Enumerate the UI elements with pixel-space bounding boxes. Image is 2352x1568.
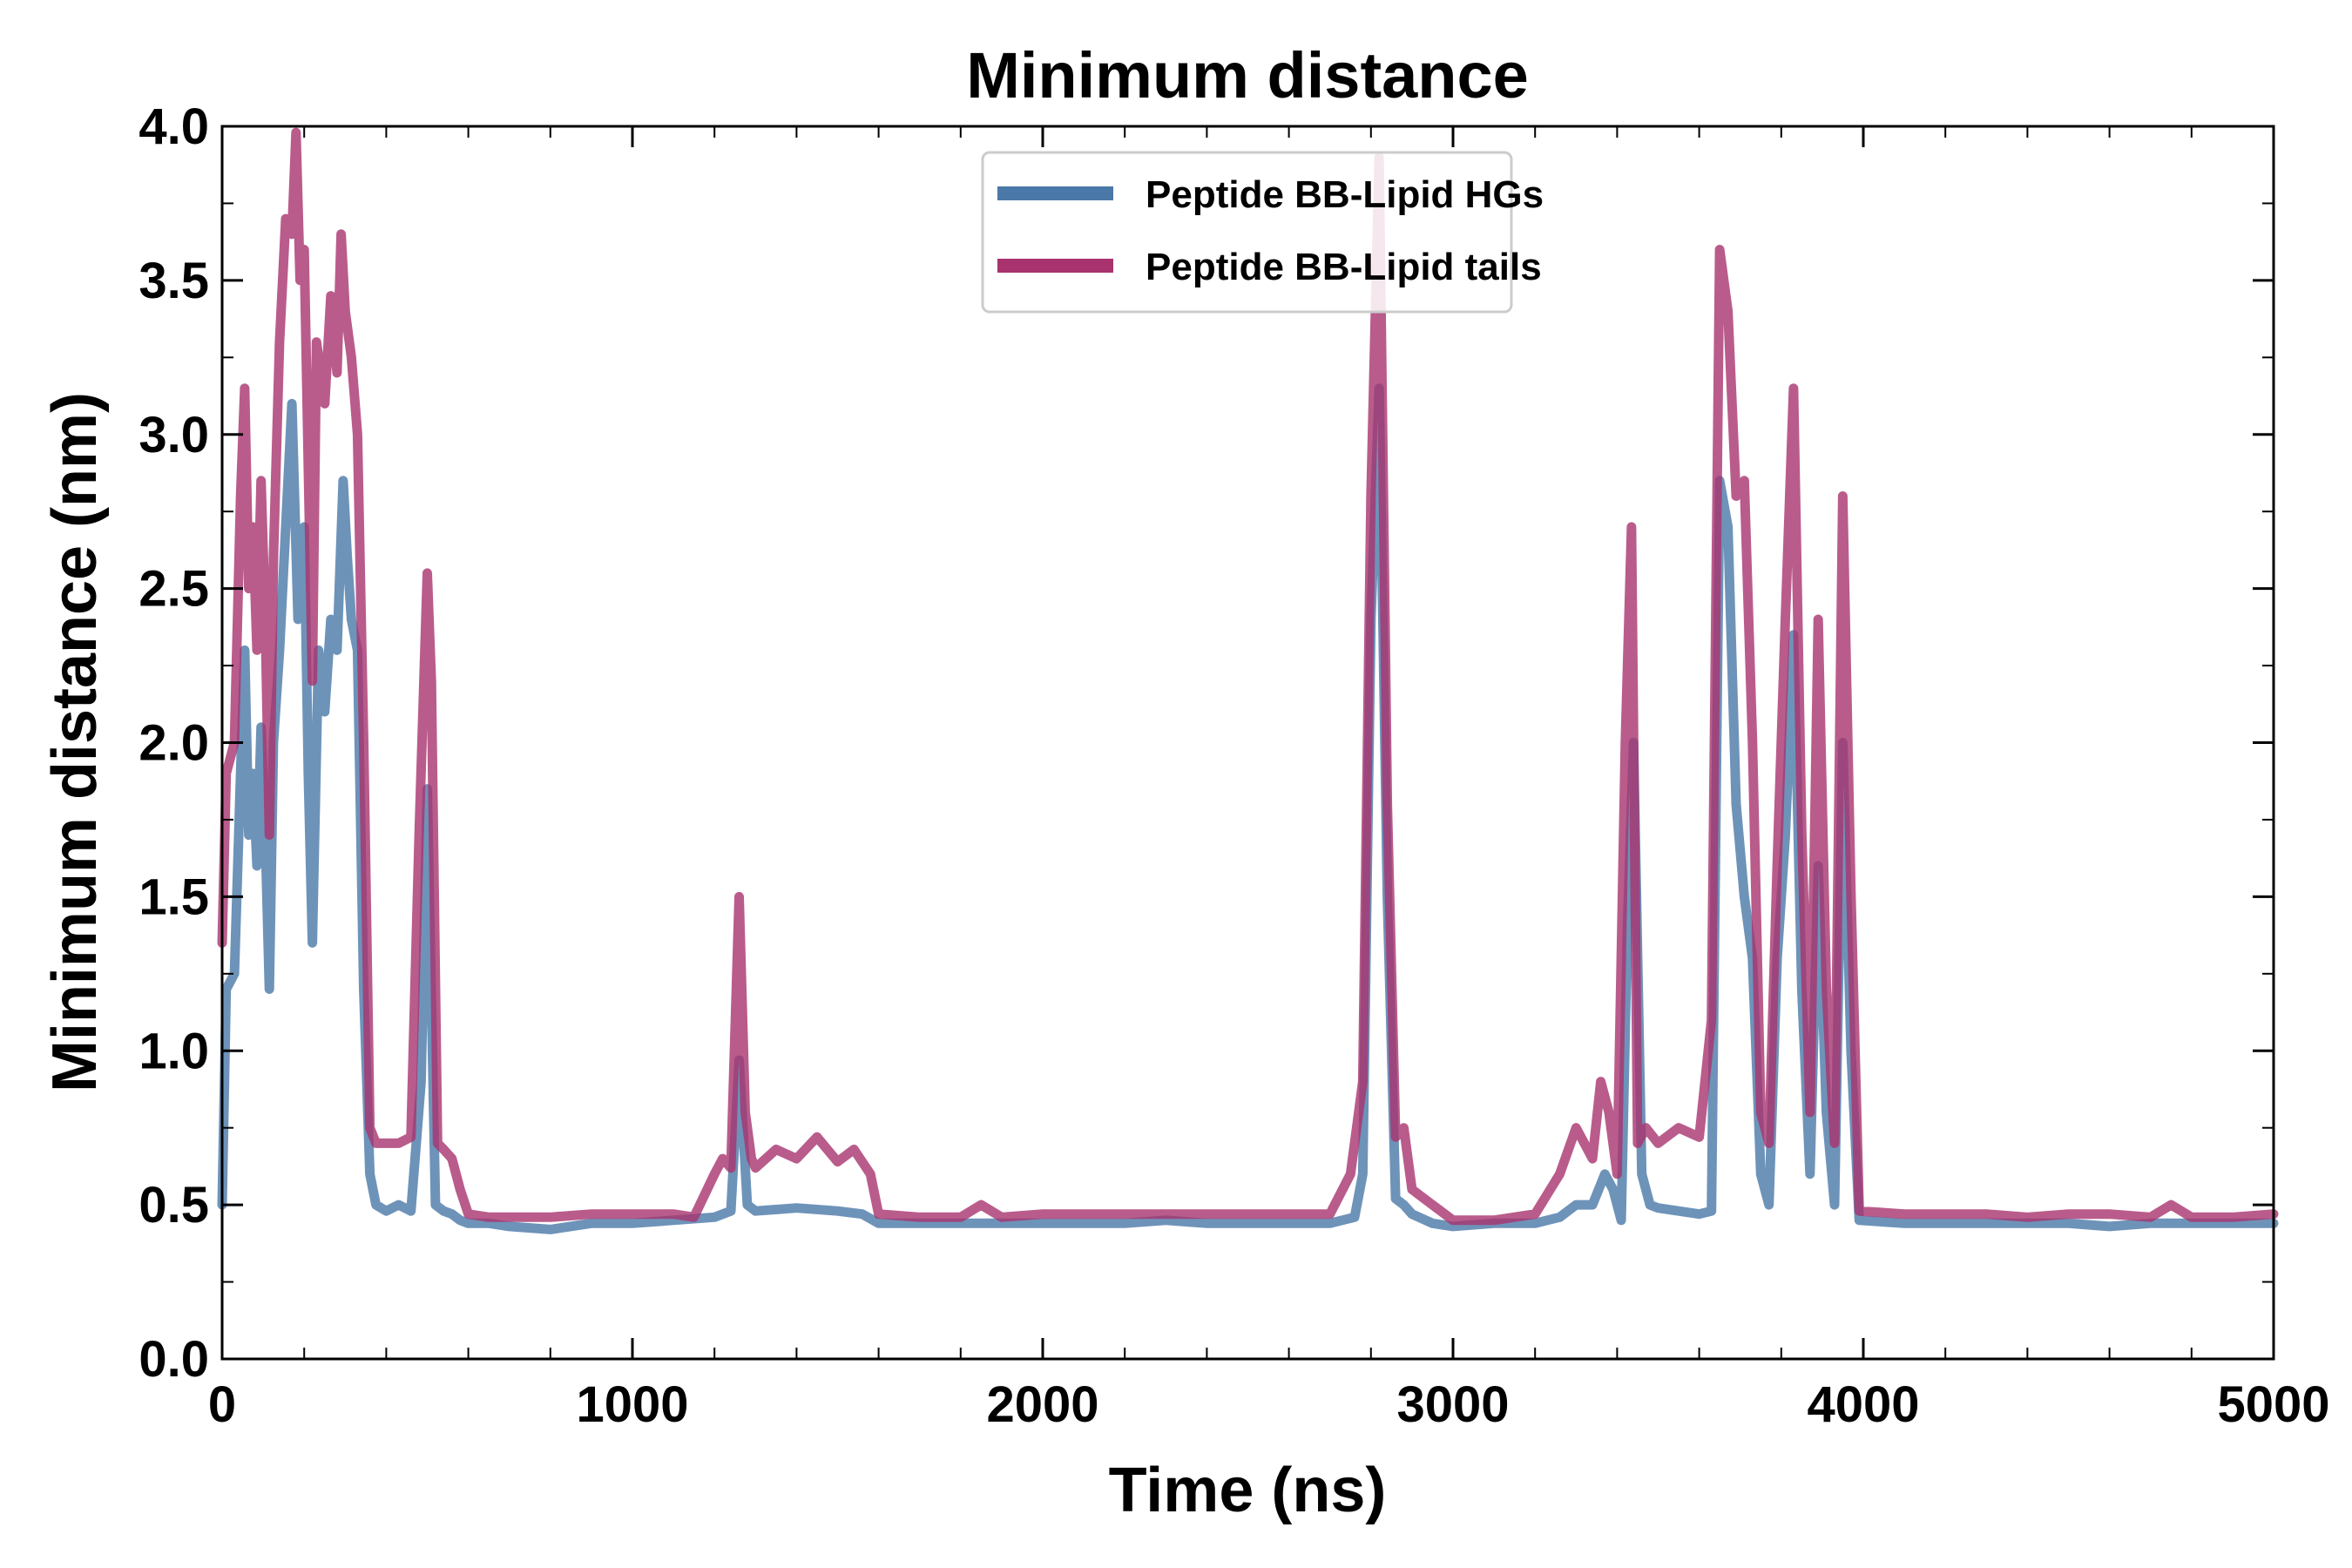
y-tick-label: 2.0	[139, 715, 209, 772]
y-tick-label: 4.0	[139, 98, 209, 155]
series-line-1	[217, 127, 2279, 1226]
legend-box	[981, 151, 1513, 314]
chart-title: Minimum distance	[966, 39, 1529, 112]
x-axis-ticks: 0 1000 2000 3000 4000 5000	[208, 126, 2330, 1433]
x-axis-label: Time (ns)	[1109, 1456, 1387, 1525]
y-axis-label: Minimum distance (nm)	[40, 392, 110, 1092]
legend-label-hgs: Peptide BB-Lipid HGs	[1146, 173, 1544, 216]
series-line-0	[217, 383, 2279, 1234]
y-tick-label: 1.5	[139, 868, 209, 925]
y-tick-label: 0.5	[139, 1177, 209, 1233]
x-tick-label: 5000	[2217, 1376, 2329, 1433]
x-tick-label: 2000	[986, 1376, 1098, 1433]
y-tick-label: 2.5	[139, 561, 209, 618]
series-layer	[217, 127, 2279, 1234]
y-axis-ticks: 0.0 0.5 1.0 1.5 2.0 2.5 3.0 3.5 4.0	[139, 98, 2274, 1388]
x-tick-label: 0	[208, 1376, 236, 1433]
legend: Peptide BB-Lipid HGs Peptide BB-Lipid ta…	[981, 151, 1544, 314]
x-tick-label: 3000	[1396, 1376, 1509, 1433]
y-tick-label: 3.5	[139, 253, 209, 309]
y-tick-label: 0.0	[139, 1331, 209, 1388]
x-tick-label: 4000	[1807, 1376, 1919, 1433]
y-tick-label: 3.0	[139, 407, 209, 463]
y-tick-label: 1.0	[139, 1023, 209, 1079]
x-tick-label: 1000	[576, 1376, 688, 1433]
legend-label-tails: Peptide BB-Lipid tails	[1146, 246, 1542, 288]
